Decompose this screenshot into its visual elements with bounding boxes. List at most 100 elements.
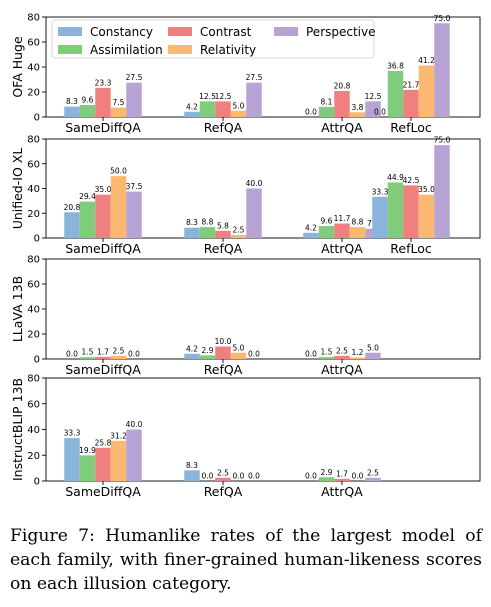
- y-tick-label: 0: [34, 355, 40, 366]
- data-label: 9.6: [321, 217, 333, 226]
- bar: [215, 101, 231, 117]
- y-tick-label: 0: [34, 477, 40, 488]
- bar: [318, 477, 335, 481]
- bar: [418, 65, 435, 117]
- y-axis-label: LLaVA 13B: [10, 276, 25, 342]
- data-label: 0.0: [305, 472, 317, 481]
- bar: [230, 234, 247, 238]
- x-tick-label: AttrQA: [321, 120, 363, 135]
- bar: [79, 105, 96, 117]
- data-label: 2.5: [336, 346, 348, 355]
- data-label: 2.5: [217, 468, 229, 477]
- data-label: 8.8: [202, 218, 214, 227]
- y-tick-label: 40: [27, 305, 40, 316]
- legend-swatch: [58, 45, 82, 54]
- y-tick-label: 0: [34, 234, 40, 245]
- bar: [79, 455, 96, 481]
- bar: [64, 438, 80, 481]
- bar: [215, 477, 231, 481]
- bar: [79, 357, 96, 359]
- bar: [334, 91, 350, 117]
- data-label: 40.0: [126, 420, 143, 429]
- data-label: 8.3: [186, 218, 198, 227]
- bar: [110, 355, 127, 359]
- x-tick-label: AttrQA: [321, 362, 363, 377]
- bar: [126, 191, 142, 238]
- data-label: 9.6: [82, 96, 94, 105]
- data-label: 40.0: [246, 179, 263, 188]
- data-label: 8.3: [186, 461, 198, 470]
- data-label: 8.1: [321, 97, 333, 106]
- data-label: 3.8: [352, 103, 364, 112]
- panel-1: 0 20 40 60 80 OFA Huge 8.3 9.623.3 7.5 27.5 SameDi…: [10, 13, 481, 135]
- data-label: 35.0: [95, 185, 112, 194]
- x-tick-label: SameDiffQA: [65, 241, 141, 256]
- data-label: 35.0: [418, 185, 435, 194]
- bar: [365, 477, 381, 481]
- data-label: 75.0: [434, 136, 451, 145]
- x-tick-label: RefLoc: [390, 120, 432, 135]
- data-label: 0.0: [305, 350, 317, 359]
- y-tick-label: 80: [27, 13, 40, 24]
- data-label: 0.0: [128, 350, 140, 359]
- y-tick-label: 20: [27, 330, 40, 341]
- x-tick-label: AttrQA: [321, 484, 363, 499]
- y-tick-label: 20: [27, 88, 40, 99]
- x-tick-label: SameDiffQA: [65, 120, 141, 135]
- x-tick-label: AttrQA: [321, 241, 363, 256]
- data-label: 1.2: [352, 348, 364, 357]
- x-tick-label: RefQA: [204, 241, 243, 256]
- bar: [184, 227, 200, 238]
- bar: [365, 101, 381, 117]
- y-tick-label: 80: [27, 255, 40, 266]
- x-tick-label: SameDiffQA: [65, 484, 141, 499]
- legend-label: Constancy: [90, 25, 153, 39]
- data-label: 12.5: [199, 92, 216, 101]
- bar: [349, 227, 366, 238]
- y-tick-label: 0: [34, 113, 40, 124]
- y-tick-label: 60: [27, 38, 40, 49]
- bar: [184, 470, 200, 481]
- bar: [230, 110, 247, 117]
- data-label: 0.0: [305, 108, 317, 117]
- y-tick-label: 60: [27, 280, 40, 291]
- data-label: 11.7: [334, 214, 351, 223]
- y-tick-label: 40: [27, 184, 40, 195]
- data-label: 12.5: [215, 92, 232, 101]
- data-label: 29.4: [79, 192, 96, 201]
- bar: [184, 111, 200, 117]
- data-label: 2.9: [202, 346, 214, 355]
- bar: [303, 232, 319, 238]
- bar: [95, 194, 111, 238]
- bar: [126, 82, 142, 117]
- y-tick-label: 80: [27, 135, 40, 146]
- bar: [403, 185, 419, 238]
- y-axis-label: Unified-IO XL: [10, 148, 25, 230]
- legend-label: Contrast: [200, 25, 252, 39]
- figure-caption: Figure 7: Humanlike rates of the largest…: [10, 526, 482, 594]
- data-label: 31.2: [110, 431, 127, 440]
- bar: [126, 429, 142, 481]
- data-label: 2.9: [321, 468, 333, 477]
- bar: [184, 353, 200, 359]
- data-label: 0.0: [248, 350, 260, 359]
- bar: [349, 357, 366, 359]
- data-label: 1.7: [97, 347, 109, 356]
- data-label: 5.0: [367, 343, 379, 352]
- y-tick-label: 60: [27, 159, 40, 170]
- data-label: 5.8: [217, 221, 229, 230]
- x-tick-label: SameDiffQA: [65, 362, 141, 377]
- data-label: 27.5: [246, 73, 263, 82]
- data-label: 12.5: [365, 92, 382, 101]
- bar: [110, 107, 127, 117]
- bar: [334, 223, 350, 238]
- x-tick-label: RefQA: [204, 484, 243, 499]
- data-label: 0.0: [374, 108, 386, 117]
- legend-swatch: [168, 45, 192, 54]
- bar: [434, 23, 450, 117]
- legend-swatch: [58, 27, 82, 36]
- bar: [403, 89, 419, 117]
- legend-label: Assimilation: [90, 43, 163, 57]
